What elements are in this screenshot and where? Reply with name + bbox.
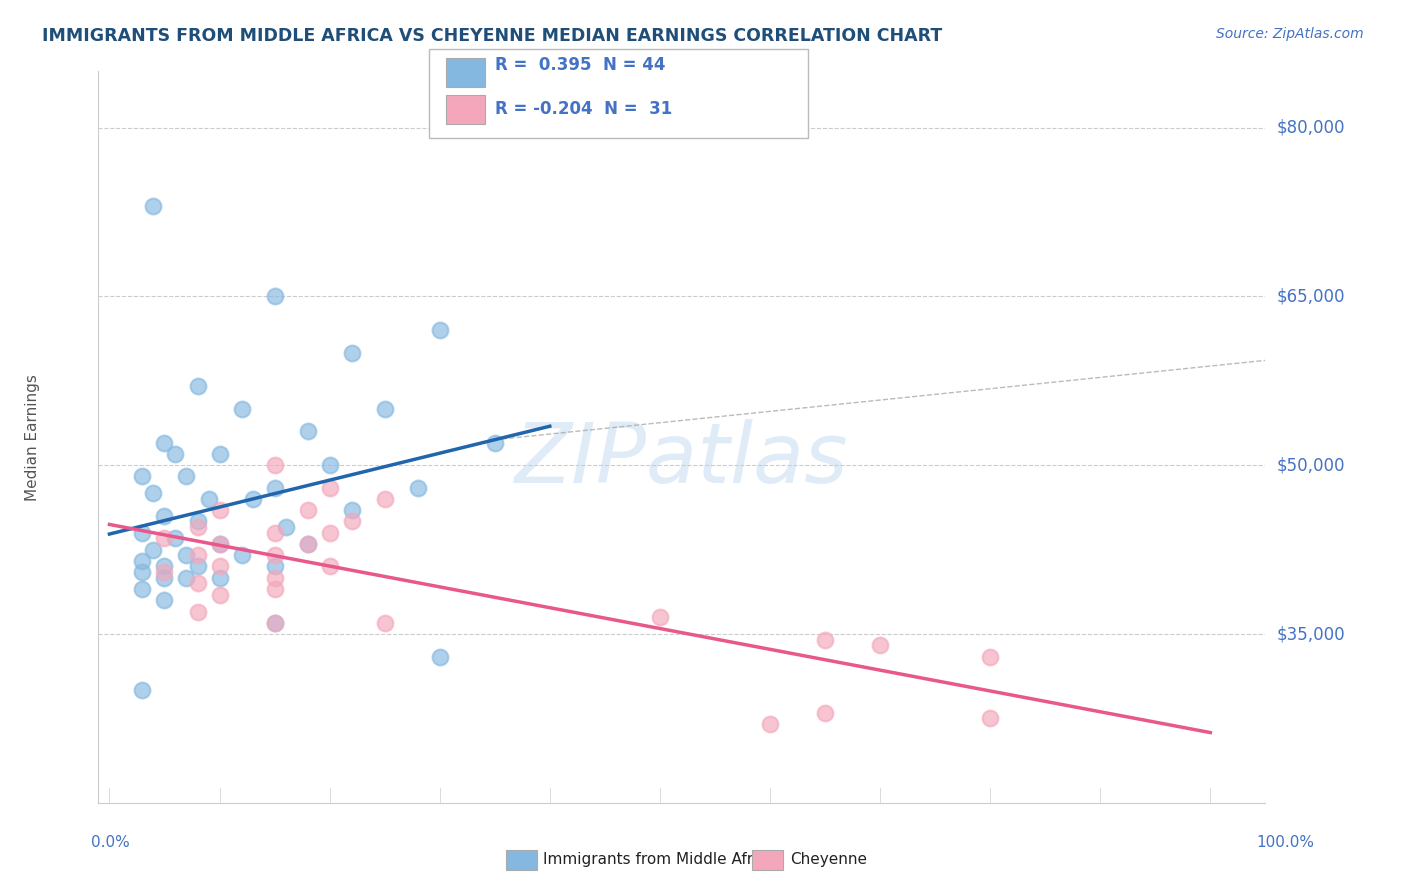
Point [142,542,165,557]
Point [406,481,429,495]
Point [208,571,231,585]
Point [186,605,208,619]
Point [153,532,176,546]
Point [759,717,782,731]
Point [297,503,319,517]
Point [648,610,671,624]
Point [142,199,165,213]
Point [318,525,340,540]
Point [263,615,285,630]
Point [242,491,264,506]
Text: Immigrants from Middle Africa: Immigrants from Middle Africa [543,853,775,867]
Point [340,503,363,517]
Point [231,401,253,416]
Point [197,491,219,506]
Point [131,525,153,540]
Point [176,548,198,562]
Point [318,481,340,495]
Point [374,401,396,416]
Point [176,571,198,585]
Point [374,615,396,630]
Point [142,486,165,500]
Point [979,649,1001,664]
Point [208,537,231,551]
Text: 100.0%: 100.0% [1257,836,1315,850]
Text: IMMIGRANTS FROM MIDDLE AFRICA VS CHEYENNE MEDIAN EARNINGS CORRELATION CHART: IMMIGRANTS FROM MIDDLE AFRICA VS CHEYENN… [42,27,942,45]
Point [318,458,340,473]
Point [340,345,363,359]
Point [429,649,451,664]
Point [274,520,297,534]
Point [153,508,176,523]
Point [153,593,176,607]
Point [263,571,285,585]
Point [186,520,208,534]
Point [979,711,1001,725]
Point [297,425,319,439]
Point [208,503,231,517]
Point [263,615,285,630]
Point [153,565,176,579]
Point [869,638,891,652]
Point [429,323,451,337]
Point [263,559,285,574]
Point [297,537,319,551]
Text: R =  0.395  N = 44: R = 0.395 N = 44 [495,56,665,74]
Point [814,706,837,720]
Point [131,469,153,483]
Text: Source: ZipAtlas.com: Source: ZipAtlas.com [1216,27,1364,41]
Text: Median Earnings: Median Earnings [25,374,39,500]
Point [297,537,319,551]
Point [208,559,231,574]
Point [208,588,231,602]
Point [186,515,208,529]
Point [263,548,285,562]
Point [318,559,340,574]
Point [153,571,176,585]
Point [165,532,187,546]
Point [208,447,231,461]
Point [186,379,208,393]
Point [131,582,153,596]
Point [231,548,253,562]
Point [340,515,363,529]
Text: $50,000: $50,000 [1277,456,1346,475]
Point [263,481,285,495]
Text: 0.0%: 0.0% [91,836,131,850]
Point [186,576,208,591]
Point [153,435,176,450]
Point [484,435,506,450]
Point [153,559,176,574]
Point [176,469,198,483]
Text: Cheyenne: Cheyenne [790,853,868,867]
Text: ZIPatlas: ZIPatlas [515,418,849,500]
Point [186,548,208,562]
Point [263,582,285,596]
Point [165,447,187,461]
Point [131,683,153,698]
Point [208,537,231,551]
Text: $35,000: $35,000 [1277,625,1346,643]
Point [814,632,837,647]
Point [186,559,208,574]
Point [131,565,153,579]
Point [131,554,153,568]
Text: R = -0.204  N =  31: R = -0.204 N = 31 [495,100,672,118]
Point [374,491,396,506]
Point [263,289,285,303]
Text: $80,000: $80,000 [1277,119,1346,136]
Point [263,458,285,473]
Text: $65,000: $65,000 [1277,287,1346,305]
Point [263,525,285,540]
